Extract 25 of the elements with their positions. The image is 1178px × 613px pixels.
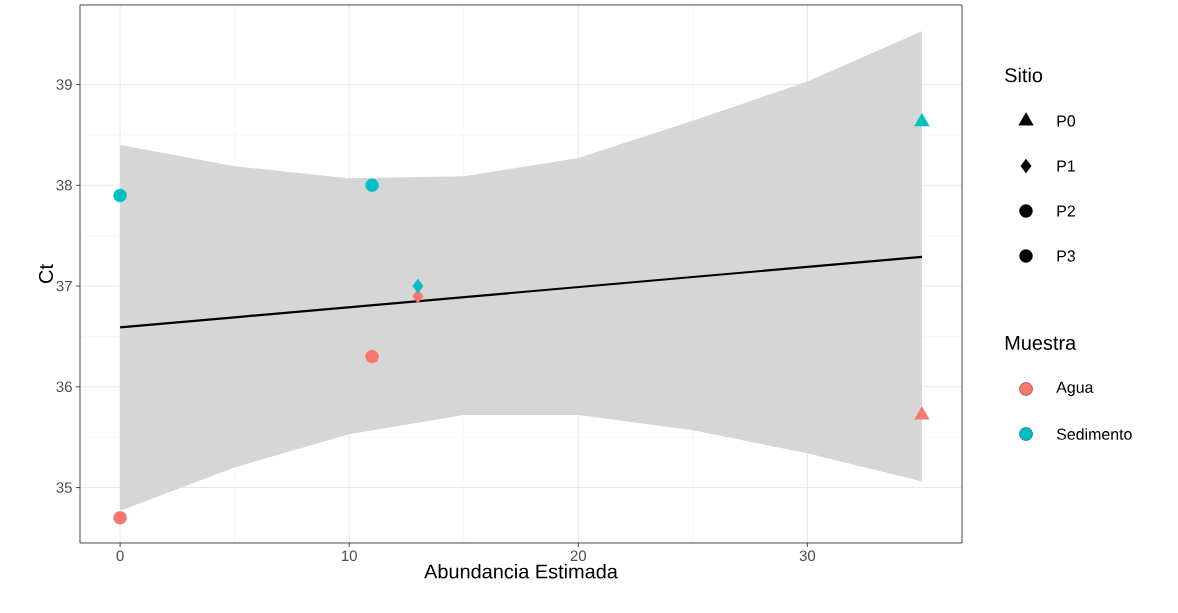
x-axis-title: Abundancia Estimada — [424, 563, 618, 579]
point — [365, 349, 379, 364]
point — [412, 278, 424, 294]
x-tick-label: 30 — [799, 550, 816, 562]
y-tick-label: 36 — [56, 381, 72, 393]
legend-label: P3 — [1057, 250, 1075, 262]
legend-label: P2 — [1057, 205, 1075, 217]
y-tick-label: 39 — [56, 79, 72, 90]
point — [914, 113, 930, 127]
legend-label: P0 — [1057, 115, 1076, 127]
legend-title: Sitio — [1005, 67, 1043, 83]
legend-label: P1 — [1057, 160, 1075, 172]
y-tick-label: 38 — [56, 180, 72, 191]
x-tick-label: 0 — [116, 550, 124, 562]
x-tick-label: 20 — [570, 550, 586, 562]
point — [113, 188, 127, 203]
legend-label: Agua — [1056, 381, 1094, 397]
point — [113, 511, 127, 525]
legend-label: Sedimento — [1056, 428, 1132, 440]
x-tick-label: 10 — [342, 550, 357, 562]
y-tick-label: 37 — [56, 280, 72, 292]
text: Muestra — [1005, 336, 1077, 350]
point — [365, 178, 379, 193]
y-axis-title: Ct — [38, 264, 54, 283]
y-tick-label: 35 — [56, 482, 72, 493]
